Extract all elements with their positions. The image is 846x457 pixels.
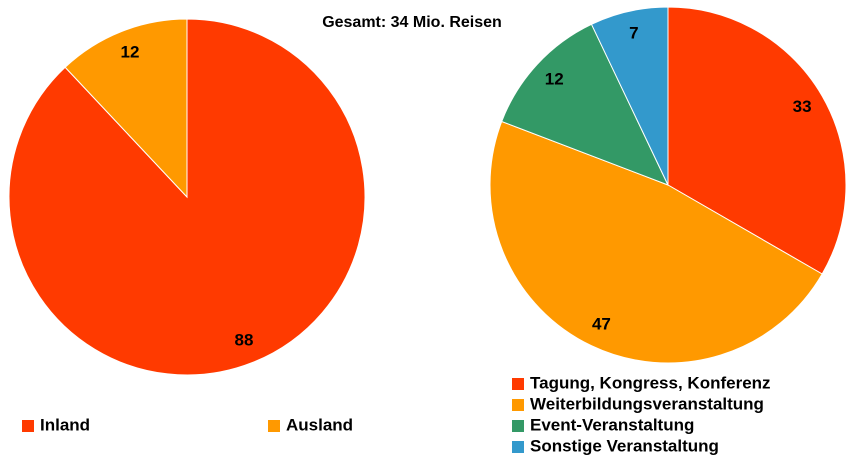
legend-label: Inland <box>40 415 90 434</box>
data-label: 47 <box>592 314 611 333</box>
legend-label: Weiterbildungsveranstaltung <box>530 394 764 413</box>
legend-swatch <box>512 378 524 390</box>
pie-slice <box>667 6 846 275</box>
legend-label: Ausland <box>286 415 353 434</box>
data-label: 7 <box>629 23 638 42</box>
data-label: 88 <box>235 330 254 349</box>
chart-title: Gesamt: 34 Mio. Reisen <box>322 14 502 31</box>
legend-swatch <box>268 420 280 432</box>
pie-slice <box>8 18 366 376</box>
legend-label: Sonstige Veranstaltung <box>530 436 719 455</box>
pie-slice <box>64 18 188 199</box>
legend-swatch <box>512 441 524 453</box>
data-label: 33 <box>793 97 812 116</box>
legend-swatch <box>512 399 524 411</box>
data-label: 12 <box>545 69 564 88</box>
legend-label: Event-Veranstaltung <box>530 415 694 434</box>
data-label: 12 <box>121 42 140 61</box>
legend-label: Tagung, Kongress, Konferenz <box>530 373 771 392</box>
legend-swatch <box>512 420 524 432</box>
legend-swatch <box>22 420 34 432</box>
pie-slice <box>501 23 669 186</box>
pie-slice <box>489 120 823 364</box>
pie-slice <box>590 6 669 186</box>
